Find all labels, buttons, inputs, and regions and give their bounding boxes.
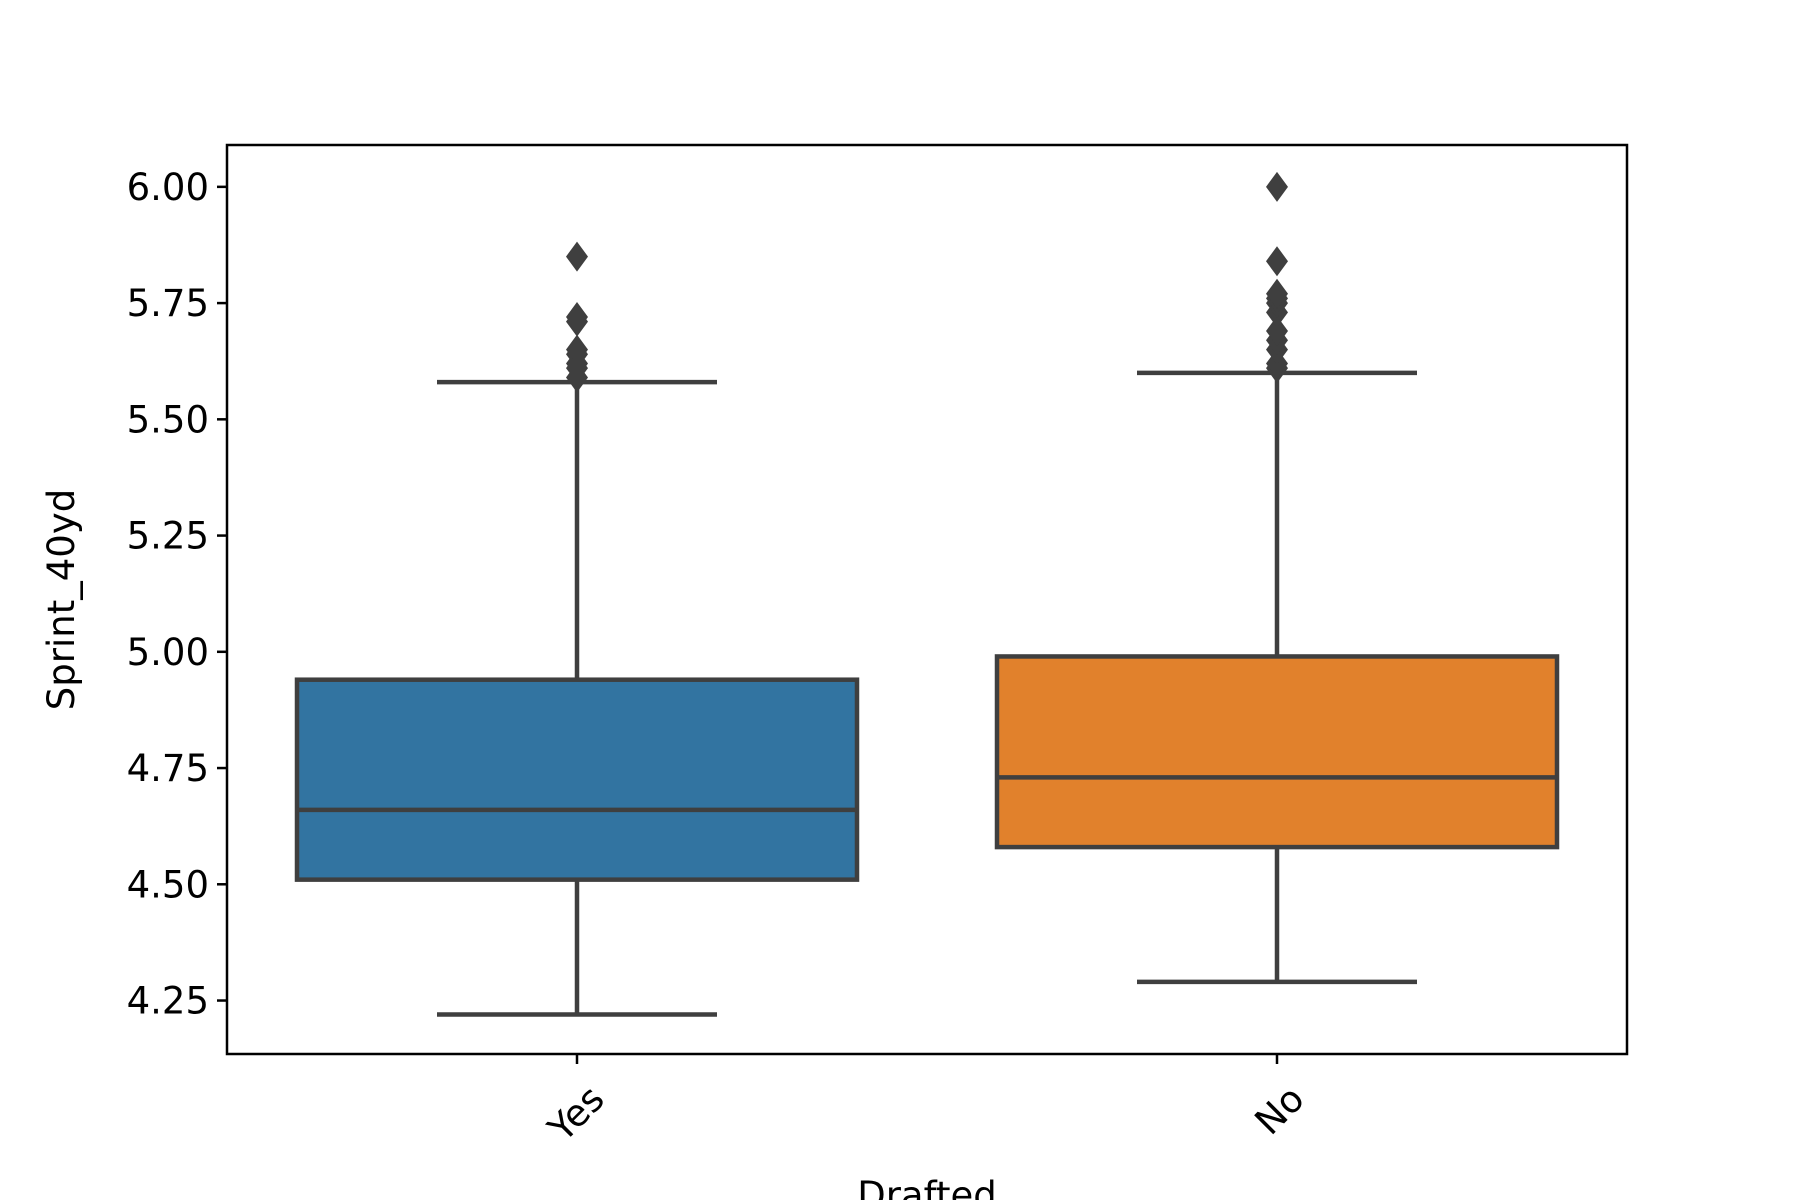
- y-tick-label: 4.25: [127, 980, 209, 1023]
- y-tick-label: 6.00: [127, 166, 209, 209]
- y-tick-label: 5.25: [127, 515, 209, 558]
- y-tick-label: 5.50: [127, 398, 209, 441]
- y-tick-label: 5.75: [127, 282, 209, 325]
- iqr-box: [294, 677, 860, 882]
- outlier-point: [566, 241, 588, 272]
- y-tick-label: 4.75: [127, 747, 209, 790]
- box-group-yes: [294, 241, 860, 1017]
- plot-area: [294, 171, 1560, 1017]
- y-tick-label: 4.50: [127, 863, 209, 906]
- y-axis: 4.25 4.50 4.75 5.00 5.25 5.50 5.75 6.00: [127, 166, 227, 1023]
- x-axis-title: Drafted: [857, 1174, 997, 1200]
- y-axis-title: Sprint_40yd: [40, 489, 83, 710]
- axes-frame: [225, 143, 1629, 1056]
- box-group-no: [994, 171, 1560, 985]
- y-tick-label: 5.00: [127, 631, 209, 674]
- outlier-point: [566, 334, 588, 365]
- outlier-point: [1266, 315, 1288, 346]
- outlier-point: [1266, 278, 1288, 309]
- outlier-point: [566, 302, 588, 333]
- outlier-point: [1266, 171, 1288, 202]
- outlier-point: [1266, 246, 1288, 277]
- iqr-box: [994, 654, 1560, 850]
